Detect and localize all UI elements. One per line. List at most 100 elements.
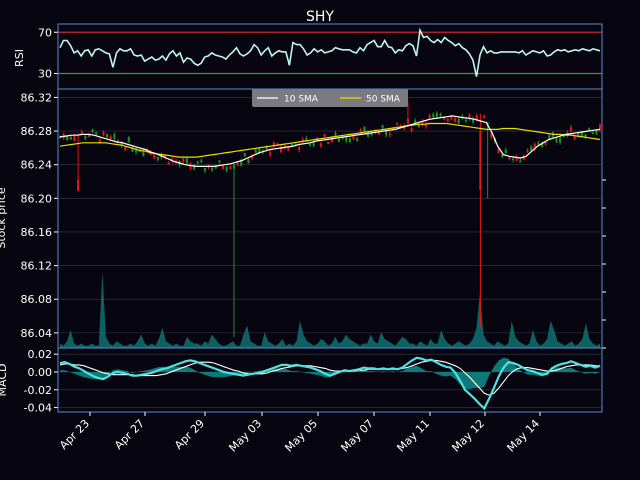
macd-axis-label: MACD xyxy=(0,364,9,397)
candle-body xyxy=(537,142,540,146)
macd-tick-label: -0.02 xyxy=(24,384,52,397)
candle-body xyxy=(240,161,243,166)
candle-body xyxy=(247,159,250,164)
candle-body xyxy=(475,115,478,120)
candle-body xyxy=(352,136,355,140)
candle-body xyxy=(569,127,573,132)
macd-tick-label: -0.04 xyxy=(24,402,52,415)
candle-body xyxy=(381,125,384,128)
candle-body xyxy=(501,154,504,157)
candle-body xyxy=(374,129,377,134)
candle-body xyxy=(497,148,500,154)
candle-body xyxy=(472,118,475,123)
candle-body xyxy=(377,131,381,135)
candle-body xyxy=(544,142,547,145)
candle-body xyxy=(591,131,594,134)
candle-body xyxy=(135,148,138,153)
candle-body xyxy=(450,115,453,120)
candle-body xyxy=(185,158,188,164)
candle-body xyxy=(577,132,580,137)
candle-body xyxy=(588,127,591,131)
candle-body xyxy=(203,168,207,171)
candle-body xyxy=(548,135,551,140)
candle-body xyxy=(595,130,598,134)
candle-body xyxy=(410,128,413,131)
candle-body xyxy=(526,149,529,152)
candle-body xyxy=(385,131,388,136)
candle-body xyxy=(490,132,493,138)
price-tick-label: 86.28 xyxy=(21,125,53,138)
candle-body xyxy=(84,135,87,139)
candle-body xyxy=(312,141,315,146)
candle-body xyxy=(182,158,185,162)
candle-body xyxy=(272,142,275,148)
candle-body xyxy=(464,119,467,122)
candle-body xyxy=(106,134,109,138)
candle-body xyxy=(66,136,69,140)
candle-body xyxy=(250,156,254,159)
candle-body xyxy=(468,114,471,120)
candle-body xyxy=(417,124,420,128)
candle-body xyxy=(298,147,301,151)
candle-body xyxy=(504,149,507,153)
candle-body xyxy=(388,133,391,136)
candle-body xyxy=(91,129,94,133)
candle-body xyxy=(196,161,199,164)
candle-body xyxy=(98,139,101,143)
candle-body xyxy=(540,143,544,147)
candle-body xyxy=(200,160,203,163)
candle-body xyxy=(229,166,232,170)
price-tick-label: 86.12 xyxy=(21,260,53,273)
candle-body xyxy=(555,139,558,142)
candle-body xyxy=(533,143,536,149)
candle-body xyxy=(102,131,105,136)
candle-body xyxy=(211,167,214,171)
macd-panel: 0.02 0.00 -0.02 -0.04 xyxy=(24,347,603,415)
candle-body xyxy=(432,114,435,117)
candle-body xyxy=(515,156,518,161)
rsi-tick-label: 30 xyxy=(38,68,52,81)
candle-body xyxy=(486,122,489,125)
candle-body xyxy=(334,132,337,136)
candle-body xyxy=(58,135,62,139)
candle-body xyxy=(584,134,587,138)
candle-body xyxy=(308,143,312,146)
candle-body xyxy=(370,132,373,136)
candle-body xyxy=(522,155,525,160)
candle-body xyxy=(95,132,98,135)
candle-body xyxy=(519,160,522,163)
candle-body xyxy=(171,158,174,162)
candle-body xyxy=(580,132,583,136)
price-tick-label: 86.04 xyxy=(21,327,53,340)
candle-body xyxy=(457,118,460,124)
sma10-line xyxy=(59,115,601,167)
candle-body xyxy=(508,157,511,160)
macd-frame xyxy=(57,347,603,413)
candle-body xyxy=(435,112,439,117)
rsi-tick-label: 70 xyxy=(38,26,52,39)
candle-body xyxy=(414,120,417,126)
candle-body xyxy=(421,121,424,124)
candle-body xyxy=(77,179,80,191)
candle-body xyxy=(236,162,239,166)
candle-body xyxy=(193,164,196,170)
legend-label-sma10: 10 SMA xyxy=(284,95,319,105)
price-axis-label: Stock price xyxy=(0,187,8,249)
candle-body xyxy=(482,116,486,119)
price-tick-label: 86.20 xyxy=(21,192,53,205)
candle-body xyxy=(153,154,156,159)
price-tick-label: 86.08 xyxy=(21,293,53,306)
candle-body xyxy=(290,143,294,148)
candle-body xyxy=(287,147,290,151)
candle-body xyxy=(305,138,308,142)
candle-body xyxy=(232,164,236,169)
legend-box xyxy=(252,89,408,107)
macd-tick-label: 0.02 xyxy=(28,348,53,361)
candle-body xyxy=(323,133,326,137)
candle-body xyxy=(359,129,362,134)
candle-body xyxy=(479,131,482,190)
candle-body xyxy=(511,158,515,161)
candle-body xyxy=(80,131,83,134)
candle-body xyxy=(142,151,145,157)
